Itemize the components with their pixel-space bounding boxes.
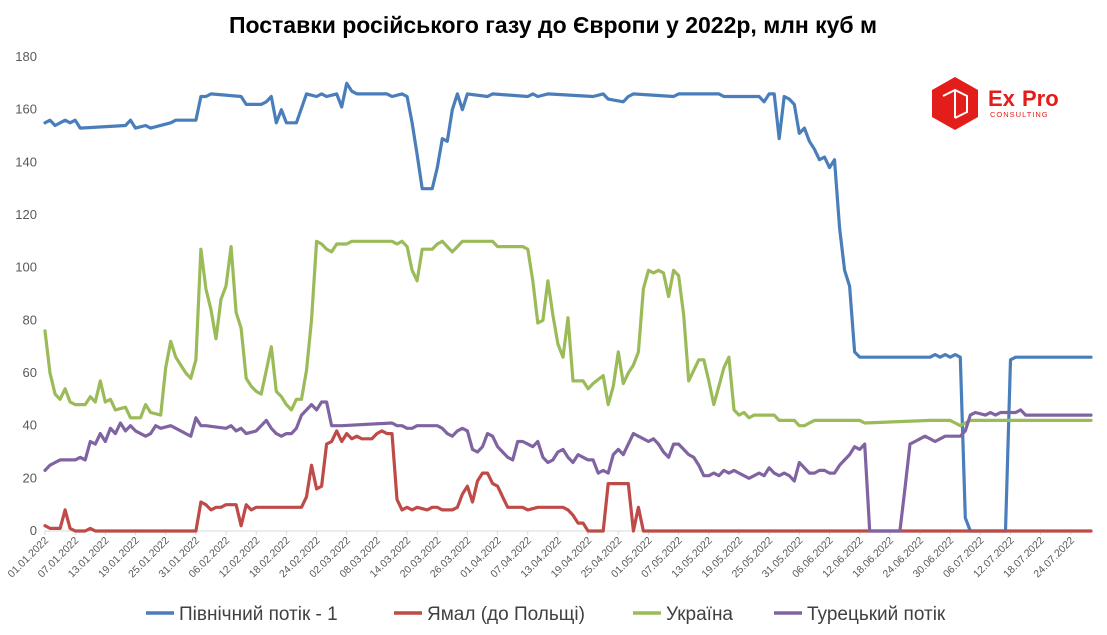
- series-group: [43, 81, 1093, 533]
- y-tick-label: 0: [30, 523, 37, 538]
- legend: Північний потік - 1 Ямал (до Польщі) Украї…: [146, 604, 946, 625]
- y-tick-label: 160: [15, 102, 37, 117]
- y-axis: 0 20 40 60 80 100 120 140 160 180: [15, 49, 37, 538]
- logo-subtitle: CONSULTING: [990, 110, 1049, 119]
- y-tick-label: 120: [15, 207, 37, 222]
- logo-hex-outline: [942, 88, 968, 119]
- x-axis: 01.01.202207.01.202213.01.202219.01.2022…: [5, 531, 1077, 580]
- logo-text-ex: Ex: [988, 86, 1016, 111]
- legend-label: Турецький потік: [807, 604, 946, 625]
- y-tick-label: 140: [15, 154, 37, 169]
- series-line-3: [43, 239, 1093, 428]
- y-tick-label: 60: [23, 365, 37, 380]
- y-tick-label: 40: [23, 418, 37, 433]
- expro-consulting-logo: Ex Pro CONSULTING: [932, 77, 1059, 130]
- y-tick-label: 20: [23, 470, 37, 485]
- logo-text-pro: Pro: [1022, 86, 1059, 111]
- series-line-4: [43, 400, 1093, 533]
- y-tick-label: 80: [23, 312, 37, 327]
- legend-label: Ямал (до Польщі): [427, 604, 585, 625]
- chart-title: Поставки російського газу до Європи у 20…: [229, 12, 877, 38]
- series-line-2: [43, 429, 1093, 533]
- legend-label: Україна: [666, 604, 733, 625]
- y-tick-label: 180: [15, 49, 37, 64]
- y-tick-label: 100: [15, 260, 37, 275]
- series-line-1: [43, 81, 1093, 533]
- legend-label: Північний потік - 1: [179, 604, 338, 625]
